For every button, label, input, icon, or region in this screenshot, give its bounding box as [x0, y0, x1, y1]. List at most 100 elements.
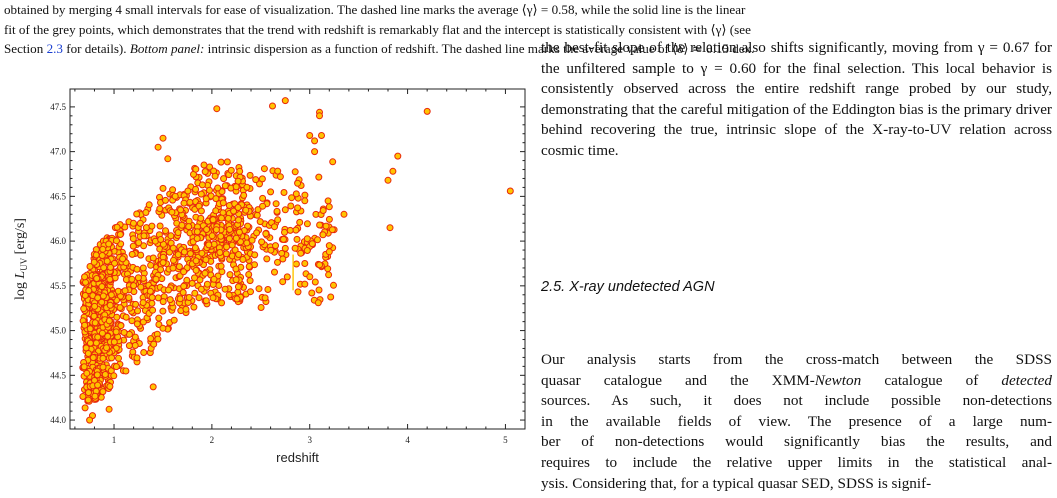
data-point: [274, 258, 281, 266]
x-tick-label: 3: [307, 435, 312, 445]
data-point: [225, 235, 233, 243]
data-point: [258, 175, 266, 183]
data-point: [154, 335, 162, 343]
data-point: [148, 222, 156, 230]
data-point: [329, 158, 337, 166]
data-point: [156, 205, 164, 213]
scatter-points: [79, 97, 514, 424]
data-point: [170, 256, 177, 264]
data-point: [240, 191, 248, 199]
data-point: [162, 196, 169, 204]
panel-label: Bottom panel:: [129, 41, 205, 56]
data-point: [260, 165, 268, 173]
data-point: [155, 314, 163, 322]
data-point: [325, 242, 333, 250]
plot-frame: [69, 88, 526, 430]
section-link[interactable]: 2.3: [46, 41, 63, 56]
data-point: [117, 322, 125, 330]
data-point: [86, 263, 94, 270]
data-point: [167, 232, 175, 240]
data-point: [234, 283, 242, 291]
data-point: [165, 286, 172, 294]
data-point: [98, 298, 106, 306]
data-point: [212, 195, 220, 203]
x-tick-label: 2: [210, 435, 215, 445]
data-point: [218, 214, 225, 222]
data-point: [166, 296, 174, 304]
data-point: [274, 167, 282, 175]
data-point: [293, 235, 301, 243]
x-tick-label: 5: [503, 435, 508, 445]
data-point: [316, 261, 324, 269]
data-point: [193, 235, 201, 242]
data-point: [325, 215, 333, 223]
data-point: [280, 235, 287, 243]
data-point: [297, 249, 305, 257]
data-point: [79, 393, 87, 400]
data-point: [209, 216, 217, 224]
data-point: [140, 242, 148, 250]
data-point: [325, 271, 333, 279]
data-point: [81, 321, 89, 329]
data-point: [218, 188, 226, 196]
data-point: [94, 381, 102, 389]
data-point: [232, 265, 240, 273]
axis-ticks: 1 2 3 4 5 44.0 44.5 45.0 45.5 46.0 46.5 47.0 47.5: [50, 89, 525, 445]
data-point: [211, 172, 219, 180]
data-point: [99, 245, 107, 253]
data-point: [186, 198, 194, 206]
data-point: [288, 194, 296, 202]
data-point: [100, 264, 108, 272]
data-point: [248, 236, 256, 244]
data-point: [105, 240, 113, 248]
data-point: [201, 168, 209, 176]
data-point: [99, 363, 107, 371]
data-point: [234, 177, 242, 185]
data-point: [133, 354, 141, 362]
data-point: [146, 287, 154, 295]
data-point: [164, 155, 172, 163]
x-tick-label: 4: [405, 435, 410, 445]
data-point: [131, 333, 139, 341]
data-point: [195, 294, 203, 302]
data-point: [122, 313, 130, 321]
data-point: [247, 288, 254, 296]
data-point: [192, 266, 200, 274]
data-point: [251, 251, 259, 259]
data-point: [328, 226, 336, 234]
data-point: [202, 195, 210, 203]
data-point: [269, 102, 276, 110]
y-tick-label: 47.0: [50, 147, 66, 157]
data-point: [230, 207, 238, 215]
data-point: [112, 363, 120, 371]
data-point: [245, 271, 253, 278]
data-point: [149, 254, 157, 262]
data-point: [224, 214, 232, 222]
data-point: [246, 277, 254, 285]
data-point: [86, 416, 94, 424]
data-point: [226, 271, 234, 279]
data-point: [152, 275, 160, 283]
scatter-figure: 1 2 3 4 5 44.0 44.5 45.0 45.5 46.0 46.5 47.0 47.5 re…: [13, 88, 526, 465]
data-point: [192, 165, 200, 173]
data-point: [90, 258, 98, 266]
data-point: [198, 181, 206, 189]
data-point: [171, 192, 179, 200]
data-point: [99, 292, 107, 300]
data-point: [85, 389, 92, 397]
data-point: [243, 183, 251, 191]
data-point: [133, 210, 141, 218]
data-point: [112, 328, 120, 336]
y-tick-label: 45.0: [50, 326, 66, 336]
data-point: [315, 173, 323, 181]
data-point: [122, 367, 130, 375]
data-point: [92, 339, 100, 347]
data-point: [206, 186, 213, 194]
data-point: [319, 207, 327, 214]
data-point: [243, 239, 251, 247]
data-point: [232, 234, 240, 242]
data-point: [215, 282, 223, 289]
data-point: [316, 112, 323, 120]
data-point: [159, 324, 167, 332]
data-point: [80, 363, 88, 371]
